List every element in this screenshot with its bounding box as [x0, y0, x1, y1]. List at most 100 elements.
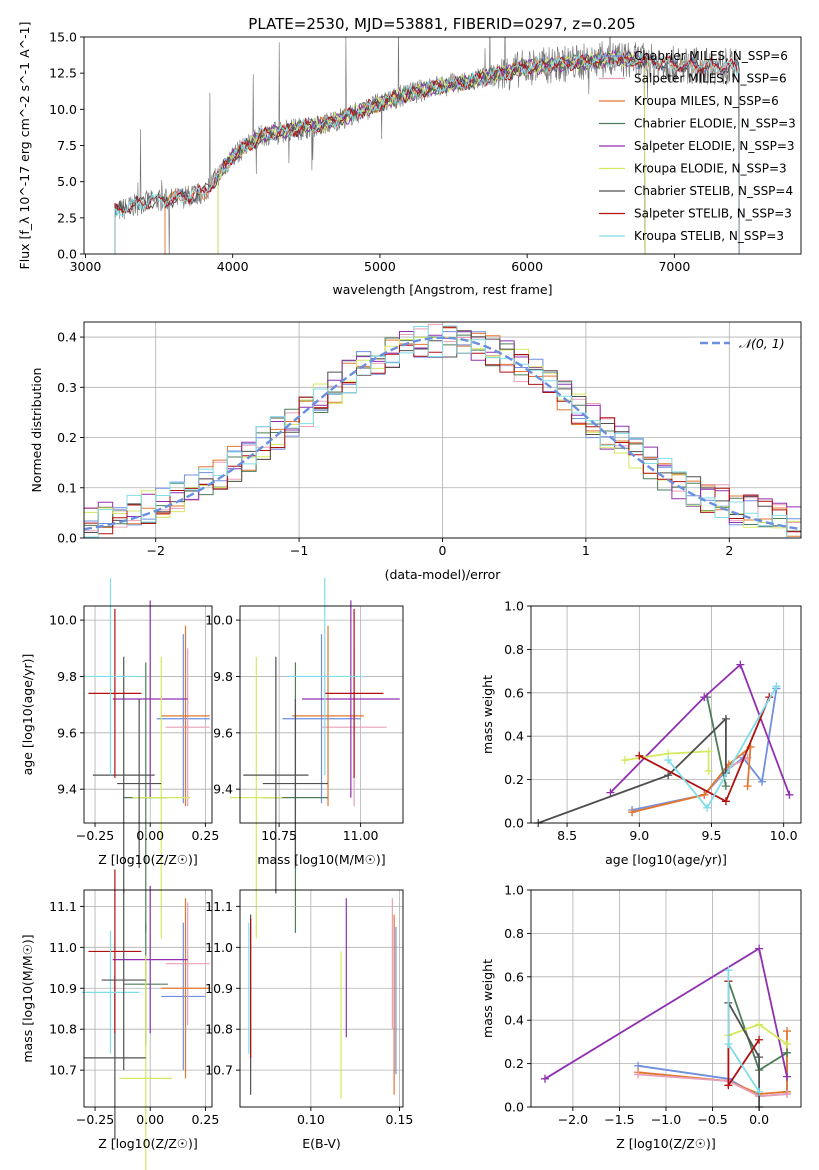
x-tick-label: −1: [290, 543, 308, 558]
y-tick-label: 0.2: [504, 1056, 524, 1071]
y-tick-label: 11.0: [205, 940, 233, 955]
y-tick-label: 10.8: [49, 1022, 77, 1037]
model-spectrum-kroupa-elodie: [217, 51, 646, 254]
errorbar-point: [292, 625, 364, 807]
legend-entry: Salpeter STELIB, N_SSP=3: [634, 207, 792, 221]
y-tick-label: 10.9: [205, 981, 233, 996]
y-tick-label: 11.1: [205, 899, 233, 914]
series-salpeter-elodie: [606, 660, 794, 799]
series-line: [667, 685, 778, 810]
y-tick-label: 9.8: [213, 669, 233, 684]
x-tick-label: 10.75: [261, 828, 297, 843]
errorbar-point: [88, 608, 142, 778]
data-point-marker: [724, 966, 733, 975]
y-tick-label: 7.5: [57, 138, 77, 153]
x-tick-label: 1: [582, 543, 590, 558]
x-tick-label: 0.25: [191, 1112, 219, 1127]
plot-area: [84, 323, 801, 538]
x-axis-label: Z [log10(Z/Z☉)]: [98, 1136, 198, 1151]
y-tick-label: 0.0: [504, 816, 524, 831]
y-tick-label: 0.6: [504, 969, 524, 984]
plot-area: [534, 660, 794, 827]
data-point-marker: [703, 803, 712, 812]
y-tick-label: 10.0: [205, 613, 233, 628]
data-point-marker: [606, 788, 615, 797]
observed-spectrum: [114, 37, 740, 254]
data-point-marker: [664, 756, 673, 765]
data-point-marker: [783, 1027, 792, 1036]
metallicity-age-panel: −0.25 0.00 0.25 9.4 9.6 9.8 10.0 Z [log10(Z/Z☉)…: [20, 577, 219, 939]
x-tick-label: −1.0: [651, 1112, 681, 1127]
errorbar-point: [230, 656, 283, 939]
errorbar-point: [324, 608, 384, 778]
legend: 𝒩(0, 1): [700, 336, 785, 351]
x-tick-label: −2: [146, 543, 164, 558]
errorbar-point: [92, 656, 155, 894]
legend-entry: 𝒩(0, 1): [739, 336, 785, 351]
data-point-marker: [540, 1074, 549, 1083]
errorbar-point: [79, 577, 142, 776]
x-tick-label: 0.00: [136, 828, 164, 843]
data-point-marker: [783, 1072, 792, 1081]
y-tick-label: 11.1: [49, 899, 77, 914]
y-tick-label: 10.7: [49, 1063, 77, 1078]
data-point-marker: [755, 1035, 764, 1044]
data-point-marker: [664, 771, 673, 780]
y-tick-label: 9.4: [57, 782, 77, 797]
y-axis-label: mass [log10(M/M☉)]: [20, 934, 35, 1062]
y-tick-label: 10.8: [205, 1022, 233, 1037]
series-line: [537, 716, 727, 824]
series-kroupa-stelib: [724, 966, 764, 1096]
x-tick-label: −1.5: [604, 1112, 634, 1127]
errorbar-point: [132, 656, 190, 939]
data-point-marker: [700, 693, 709, 702]
series-line: [706, 696, 727, 787]
y-tick-label: 10.0: [49, 613, 77, 628]
y-tick-label: 9.4: [213, 782, 233, 797]
y-axis-label: Normed distribution: [29, 368, 44, 493]
series-kroupa-elodie: [724, 1020, 792, 1049]
x-tick-label: −0.5: [697, 1112, 727, 1127]
y-tick-label: 1.0: [504, 883, 524, 898]
legend-entry: Chabrier STELIB, N_SSP=4: [634, 184, 793, 198]
x-tick-label: 0.00: [136, 1112, 164, 1127]
x-axis-label: (data-model)/error: [385, 567, 502, 582]
y-axis-label: age [log10(age/yr)]: [20, 654, 35, 776]
grid-lines: [84, 890, 212, 1107]
data-point-marker: [634, 1070, 643, 1079]
data-point-marker: [783, 1040, 792, 1049]
spectrum-panel: 3000 4000 5000 6000 7000 0.0 2.5 5.0 7.5 10.0 12.5…: [17, 22, 802, 297]
series-kroupa-stelib: [664, 682, 781, 812]
errorbar-point: [156, 634, 210, 804]
errorbar-point: [117, 699, 162, 869]
histogram-kroupa-stelib: [84, 325, 801, 538]
errorbar-point: [112, 600, 188, 798]
errorbar-point: [88, 869, 142, 1034]
series-line: [638, 1073, 788, 1098]
plot-area: [81, 869, 210, 1170]
data-point-marker: [736, 660, 745, 669]
x-tick-label: 8.5: [557, 828, 577, 843]
data-point-marker: [721, 714, 730, 723]
x-axis-label: Z [log10(Z/Z☉)]: [98, 852, 198, 867]
data-point-marker: [758, 777, 767, 786]
x-tick-label: −2.0: [558, 1112, 588, 1127]
plot-area: [114, 37, 740, 254]
series-kroupa-miles: [628, 743, 755, 817]
legend: Chabrier MILES, N_SSP=6 Salpeter MILES, N…: [599, 49, 796, 243]
y-tick-label: 0.4: [504, 1013, 524, 1028]
legend-entry: Kroupa STELIB, N_SSP=3: [634, 229, 784, 243]
y-axis-label: Flux [f_λ 10^-17 erg cm^-2 s^-1 A^-1]: [17, 22, 32, 270]
y-tick-label: 0.8: [504, 926, 524, 941]
x-tick-label: 7000: [658, 259, 690, 274]
grid-lines: [84, 606, 212, 823]
series-kroupa-elodie: [620, 747, 713, 775]
figure-title: PLATE=2530, MJD=53881, FIBERID=0297, z=0…: [248, 15, 635, 33]
axes-frame: [83, 889, 213, 1108]
grid-lines: [240, 890, 403, 1107]
x-tick-label: −0.25: [76, 1112, 114, 1127]
x-tick-label: 9.5: [702, 828, 722, 843]
x-axis-label: age [log10(age/yr)]: [605, 852, 727, 867]
x-tick-label: 4000: [217, 259, 249, 274]
x-tick-label: 0.0: [749, 1112, 769, 1127]
